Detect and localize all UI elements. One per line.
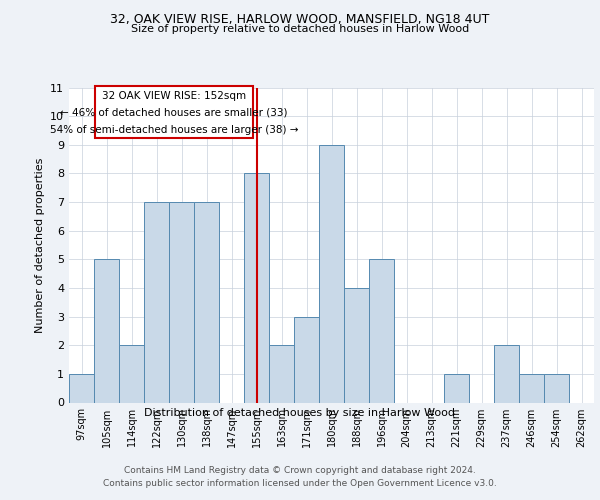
Bar (369, 260, 394, 402)
Bar (94, 260, 119, 402)
Text: Distribution of detached houses by size in Harlow Wood: Distribution of detached houses by size … (145, 408, 455, 418)
Bar (344, 288, 369, 403)
Bar (444, 374, 469, 402)
Bar (69, 374, 94, 402)
Y-axis label: Number of detached properties: Number of detached properties (35, 158, 44, 332)
Bar (519, 374, 544, 402)
Bar (244, 174, 269, 402)
Text: Size of property relative to detached houses in Harlow Wood: Size of property relative to detached ho… (131, 24, 469, 34)
Text: 54% of semi-detached houses are larger (38) →: 54% of semi-detached houses are larger (… (50, 124, 298, 134)
Bar (319, 145, 344, 403)
Bar (144, 202, 169, 402)
Bar (119, 345, 144, 403)
Bar (169, 202, 194, 402)
Bar (494, 345, 519, 403)
Text: ← 46% of detached houses are smaller (33): ← 46% of detached houses are smaller (33… (60, 108, 288, 118)
Text: 32, OAK VIEW RISE, HARLOW WOOD, MANSFIELD, NG18 4UT: 32, OAK VIEW RISE, HARLOW WOOD, MANSFIEL… (110, 12, 490, 26)
Bar (294, 316, 319, 402)
Bar (269, 345, 294, 403)
Text: Contains HM Land Registry data © Crown copyright and database right 2024.
Contai: Contains HM Land Registry data © Crown c… (103, 466, 497, 487)
Bar (544, 374, 569, 402)
FancyBboxPatch shape (95, 86, 253, 138)
Bar (194, 202, 219, 402)
Text: 32 OAK VIEW RISE: 152sqm: 32 OAK VIEW RISE: 152sqm (102, 91, 246, 101)
